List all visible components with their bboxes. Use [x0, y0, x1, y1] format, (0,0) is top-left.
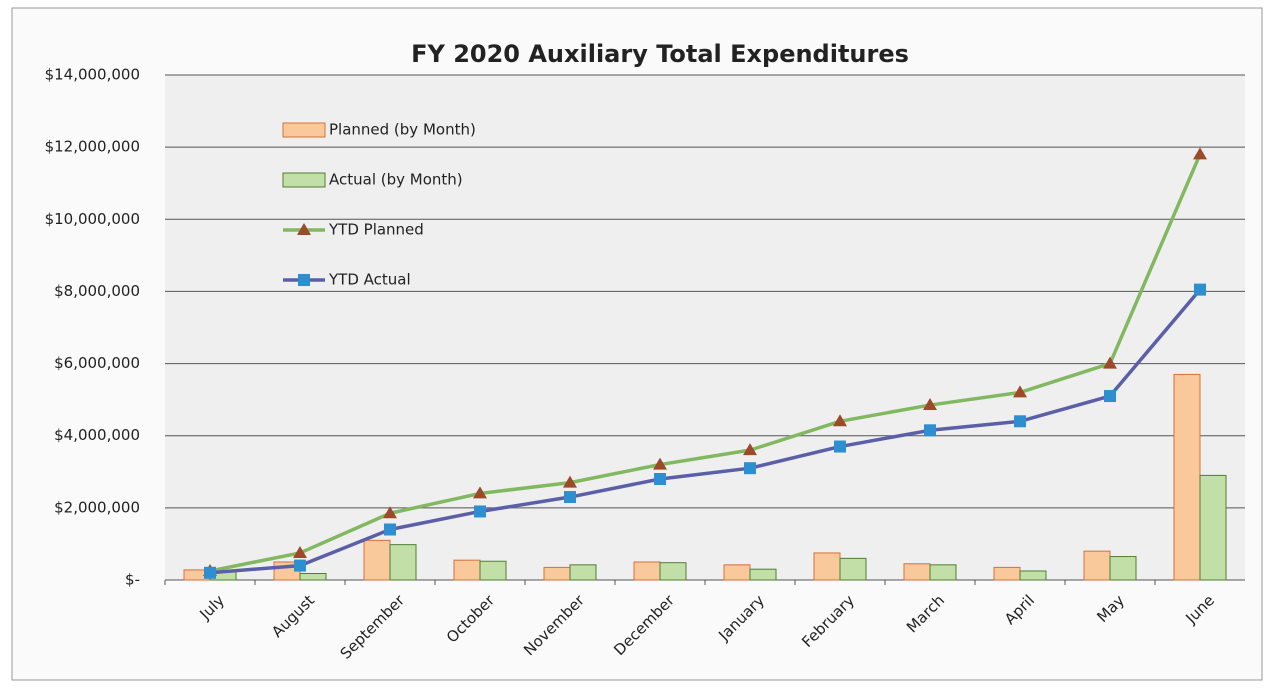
- legend-swatch: [282, 172, 326, 188]
- bar: [1019, 570, 1047, 581]
- y-tick-label: $10,000,000: [45, 210, 140, 228]
- bar: [633, 561, 661, 581]
- bar: [723, 564, 751, 581]
- legend-swatch: [282, 122, 326, 138]
- bar: [569, 564, 597, 581]
- bar: [813, 552, 841, 581]
- y-tick-label: $12,000,000: [45, 138, 140, 156]
- marker: [1104, 390, 1116, 403]
- marker: [384, 523, 396, 536]
- marker: [204, 566, 216, 579]
- bar: [543, 566, 571, 581]
- legend-label: Planned (by Month): [329, 121, 476, 139]
- bar: [659, 562, 687, 581]
- bar: [749, 568, 777, 581]
- marker: [293, 545, 307, 558]
- marker: [563, 475, 577, 488]
- marker: [1103, 356, 1117, 369]
- y-tick-label: $2,000,000: [54, 498, 140, 516]
- y-tick-label: $6,000,000: [54, 354, 140, 372]
- bar: [1173, 373, 1201, 581]
- y-tick-label: $8,000,000: [54, 282, 140, 300]
- bar: [299, 573, 327, 581]
- marker: [1014, 415, 1026, 428]
- bar: [903, 563, 931, 581]
- line: [209, 153, 1202, 573]
- bar: [993, 566, 1021, 581]
- marker: [1194, 283, 1206, 296]
- marker: [923, 398, 937, 411]
- marker: [297, 223, 311, 235]
- bar: [839, 557, 867, 581]
- marker: [833, 414, 847, 427]
- chart-title: FY 2020 Auxiliary Total Expenditures: [411, 40, 909, 68]
- marker: [924, 424, 936, 437]
- marker: [474, 505, 486, 518]
- legend-label: Actual (by Month): [329, 171, 463, 189]
- bar: [389, 544, 417, 581]
- marker: [744, 462, 756, 475]
- marker: [743, 443, 757, 456]
- y-tick-label: $-: [125, 571, 140, 589]
- marker: [1193, 147, 1207, 160]
- marker: [473, 486, 487, 499]
- bar: [479, 560, 507, 581]
- bar: [1199, 474, 1227, 581]
- legend-label: YTD Planned: [328, 221, 424, 239]
- marker: [653, 457, 667, 470]
- bar: [1109, 556, 1137, 581]
- y-tick-label: $14,000,000: [45, 66, 140, 84]
- legend-label: YTD Actual: [328, 271, 411, 289]
- marker: [383, 506, 397, 519]
- bar: [1083, 550, 1111, 581]
- bar: [929, 564, 957, 581]
- marker: [564, 491, 576, 504]
- marker: [298, 274, 310, 286]
- marker: [834, 440, 846, 453]
- bar: [453, 559, 481, 581]
- bar: [363, 539, 391, 581]
- y-tick-label: $4,000,000: [54, 426, 140, 444]
- marker: [1013, 385, 1027, 398]
- plot-area: [165, 75, 1245, 580]
- marker: [294, 559, 306, 572]
- marker: [654, 473, 666, 485]
- line: [209, 288, 1202, 575]
